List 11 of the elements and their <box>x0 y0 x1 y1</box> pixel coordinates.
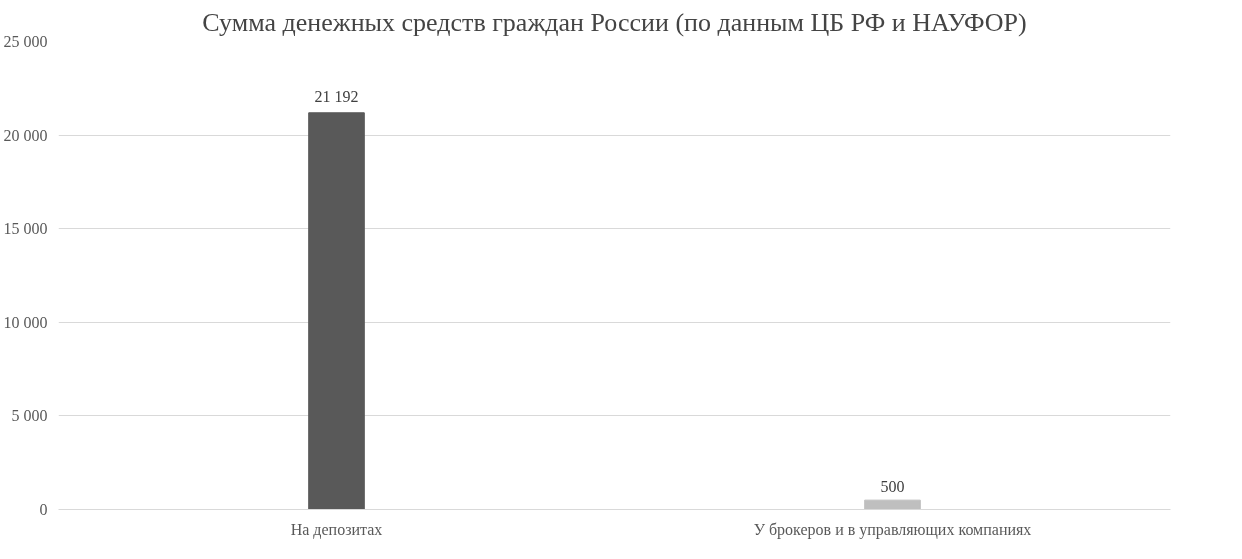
y-tick-label: 15 000 <box>3 220 48 238</box>
y-tick-label: 25 000 <box>3 33 48 50</box>
y-tick-label: 5 000 <box>11 407 48 425</box>
data-label: 500 <box>880 478 905 496</box>
data-label: 21 192 <box>314 87 359 105</box>
y-tick-label: 20 000 <box>3 126 48 144</box>
y-tick-label: 10 000 <box>3 313 48 331</box>
chart-title: Сумма денежных средств граждан России (по данным ЦБ РФ и НАУФОР) <box>202 7 1027 37</box>
x-tick-label: На депозитах <box>290 520 383 539</box>
x-tick-label: У брокеров и в управляющих компаниях <box>753 520 1032 539</box>
y-tick-label: 0 <box>39 501 48 518</box>
